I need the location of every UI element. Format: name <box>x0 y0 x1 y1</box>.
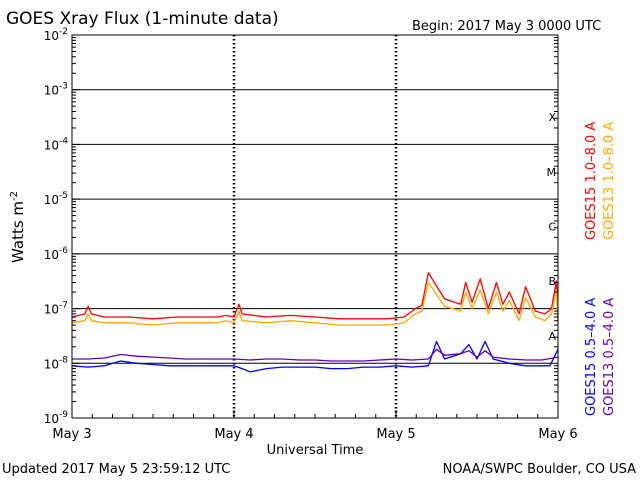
y-tick-base: 10 <box>44 412 59 426</box>
y-tick-base: 10 <box>44 29 59 43</box>
x-axis: May 3 May 4 May 5 May 6 <box>52 410 578 442</box>
y-tick-exponent: -3 <box>59 82 68 92</box>
y-tick-base: 10 <box>44 248 59 262</box>
y-axis-label: Watts m-2 <box>9 191 27 263</box>
x-tick-label: May 4 <box>214 427 253 442</box>
legend-entry-1: GOES13 1.0–8.0 A <box>602 122 617 240</box>
series-group <box>71 272 559 373</box>
y-axis-label-exponent: -2 <box>9 191 20 201</box>
y-tick-label: 10-9 <box>44 410 69 426</box>
y-tick-exponent: -9 <box>59 410 68 420</box>
y-tick-label: 10-3 <box>44 82 68 98</box>
y-axis-label-text: Watts m <box>9 201 27 263</box>
series-line-2 <box>71 340 559 373</box>
credit-label: NOAA/SWPC Boulder, CO USA <box>443 462 636 477</box>
flare-class-X: X <box>548 111 556 124</box>
x-tick-label: May 5 <box>376 427 415 442</box>
legend-entry-3: GOES13 0.5–4.0 A <box>602 298 617 416</box>
flare-class-M: M <box>547 166 557 179</box>
y-tick-exponent: -2 <box>59 27 68 37</box>
y-tick-base: 10 <box>44 193 59 207</box>
y-tick-base: 10 <box>44 357 59 371</box>
y-tick-label: 10-8 <box>44 355 69 371</box>
legend: GOES15 1.0–8.0 A GOES13 1.0–8.0 A GOES15 0… <box>584 122 617 416</box>
chart-title: GOES Xray Flux (1-minute data) <box>6 9 279 29</box>
flare-class-B: B <box>548 275 556 288</box>
y-tick-exponent: -5 <box>59 191 68 201</box>
series-line-3 <box>72 348 559 362</box>
y-tick-exponent: -8 <box>59 355 68 365</box>
updated-label: Updated 2017 May 5 23:59:12 UTC <box>2 462 230 477</box>
y-tick-exponent: -7 <box>59 301 68 311</box>
y-tick-exponent: -6 <box>59 246 68 256</box>
y-tick-label: 10-6 <box>44 246 69 262</box>
y-tick-exponent: -4 <box>59 136 68 146</box>
y-axis: 10-210-310-410-510-610-710-810-9 <box>44 27 558 426</box>
begin-label: Begin: 2017 May 3 0000 UTC <box>412 19 601 34</box>
x-tick-label: May 6 <box>538 427 577 442</box>
x-tick-label: May 3 <box>52 427 91 442</box>
flare-class-C: C <box>548 221 556 234</box>
svg-text:Watts m-2: Watts m-2 <box>9 191 27 263</box>
flare-class-labels: X M C B A <box>547 111 557 343</box>
y-tick-label: 10-5 <box>44 191 68 207</box>
series-line-1 <box>71 281 559 326</box>
y-tick-label: 10-7 <box>44 301 68 317</box>
y-tick-base: 10 <box>44 84 59 98</box>
y-tick-label: 10-4 <box>44 136 69 152</box>
series-line-0 <box>71 272 559 320</box>
x-axis-label: Universal Time <box>267 443 364 458</box>
legend-entry-2: GOES15 0.5–4.0 A <box>584 298 599 416</box>
y-tick-label: 10-2 <box>44 27 68 43</box>
grid-lines <box>72 35 558 418</box>
flare-class-A: A <box>548 330 556 343</box>
y-tick-base: 10 <box>44 138 59 152</box>
legend-entry-0: GOES15 1.0–8.0 A <box>584 122 599 240</box>
y-tick-base: 10 <box>44 303 59 317</box>
